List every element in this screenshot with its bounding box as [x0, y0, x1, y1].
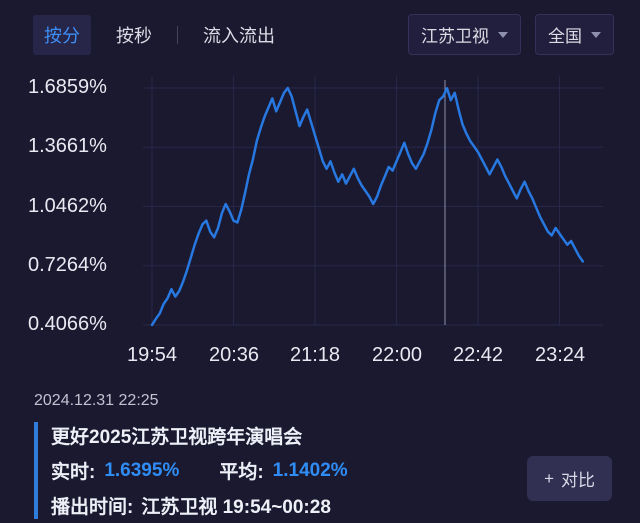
tab-divider	[177, 25, 178, 44]
chevron-down-icon	[591, 31, 601, 38]
y-axis-label: 1.0462%	[28, 195, 107, 217]
y-axis-label: 1.6859%	[28, 76, 107, 98]
ratings-line-chart	[143, 76, 603, 327]
compare-button-label: 对比	[561, 471, 595, 490]
region-select-value: 全国	[548, 27, 582, 46]
compare-button[interactable]: + 对比	[527, 456, 612, 501]
x-axis-label: 23:24	[534, 344, 586, 366]
rating-stats: 实时: 1.6395% 平均: 1.1402%	[51, 457, 348, 484]
y-axis-label: 0.4066%	[28, 313, 107, 335]
x-axis-label: 22:00	[371, 344, 423, 366]
y-axis-label: 0.7264%	[28, 254, 107, 276]
average-value: 1.1402%	[272, 459, 348, 481]
cursor-timestamp: 2024.12.31 22:25	[34, 392, 159, 409]
plus-icon: +	[544, 468, 554, 488]
chevron-down-icon	[498, 31, 508, 38]
filter-selects: 江苏卫视 全国	[408, 14, 614, 55]
program-title: 更好2025江苏卫视跨年演唱会	[51, 427, 303, 448]
y-axis-label: 1.3661%	[28, 135, 107, 157]
channel-select-value: 江苏卫视	[421, 27, 489, 46]
x-axis-label: 21:18	[289, 344, 341, 366]
tab-by-minute[interactable]: 按分	[33, 14, 91, 55]
broadcast-time: 播出时间: 江苏卫视 19:54~00:28	[51, 492, 348, 519]
x-axis-label: 19:54	[126, 344, 178, 366]
x-axis-label: 20:36	[208, 344, 260, 366]
realtime-value: 1.6395%	[104, 459, 180, 481]
broadcast-label: 播出时间:	[51, 497, 134, 518]
channel-select[interactable]: 江苏卫视	[408, 14, 521, 55]
region-select[interactable]: 全国	[535, 14, 614, 55]
average-label: 平均:	[219, 462, 264, 483]
toolbar: 按分 按秒 流入流出 江苏卫视 全国	[33, 14, 614, 55]
tab-by-second[interactable]: 按秒	[116, 25, 152, 46]
broadcast-value: 江苏卫视 19:54~00:28	[141, 497, 331, 518]
ratings-chart[interactable]: 1.6859% 1.3661% 1.0462% 0.7264% 0.4066% 19:5…	[0, 0, 640, 380]
tab-inflow-outflow[interactable]: 流入流出	[203, 25, 275, 46]
mode-tabs: 按分 按秒 流入流出	[33, 14, 286, 55]
program-info: 更好2025江苏卫视跨年演唱会 实时: 1.6395% 平均: 1.1402% …	[34, 422, 348, 519]
realtime-label: 实时:	[51, 462, 96, 483]
x-axis-label: 22:42	[452, 344, 504, 366]
